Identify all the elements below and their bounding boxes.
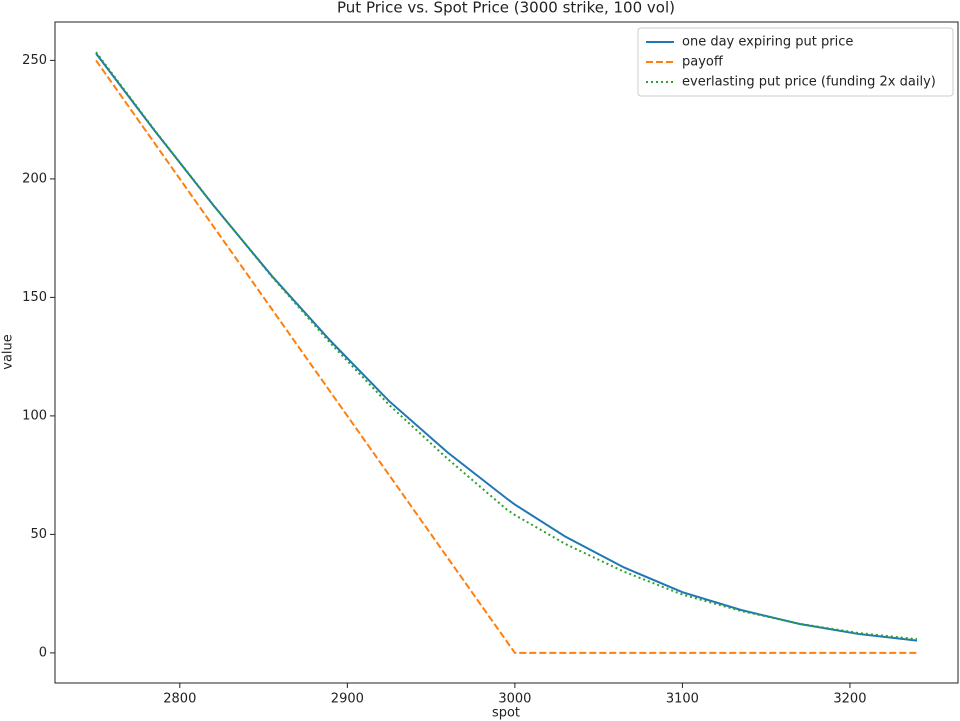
y-axis-label: value (1, 334, 16, 370)
y-tick-label: 100 (22, 408, 47, 423)
y-tick-label: 150 (22, 290, 47, 305)
series-line (95, 51, 918, 641)
plot-frame (54, 21, 959, 684)
series-line (95, 52, 918, 642)
legend-label: payoff (682, 55, 724, 70)
series-line (95, 59, 917, 654)
x-tick-label: 3200 (833, 692, 866, 707)
x-tick-label: 3000 (498, 692, 531, 707)
x-axis-label: spot (492, 706, 520, 721)
y-tick-label: 0 (39, 645, 47, 660)
chart-title: Put Price vs. Spot Price (3000 strike, 1… (337, 0, 675, 17)
legend-label: one day expiring put price (682, 35, 853, 50)
y-tick-label: 50 (30, 527, 47, 542)
legend-label: everlasting put price (funding 2x daily) (682, 75, 936, 90)
y-tick-label: 200 (22, 171, 47, 186)
y-tick-label: 250 (22, 53, 47, 68)
x-tick-label: 2900 (331, 692, 364, 707)
legend-box (637, 27, 954, 97)
x-tick-label: 3100 (666, 692, 699, 707)
x-tick-label: 2800 (163, 692, 196, 707)
